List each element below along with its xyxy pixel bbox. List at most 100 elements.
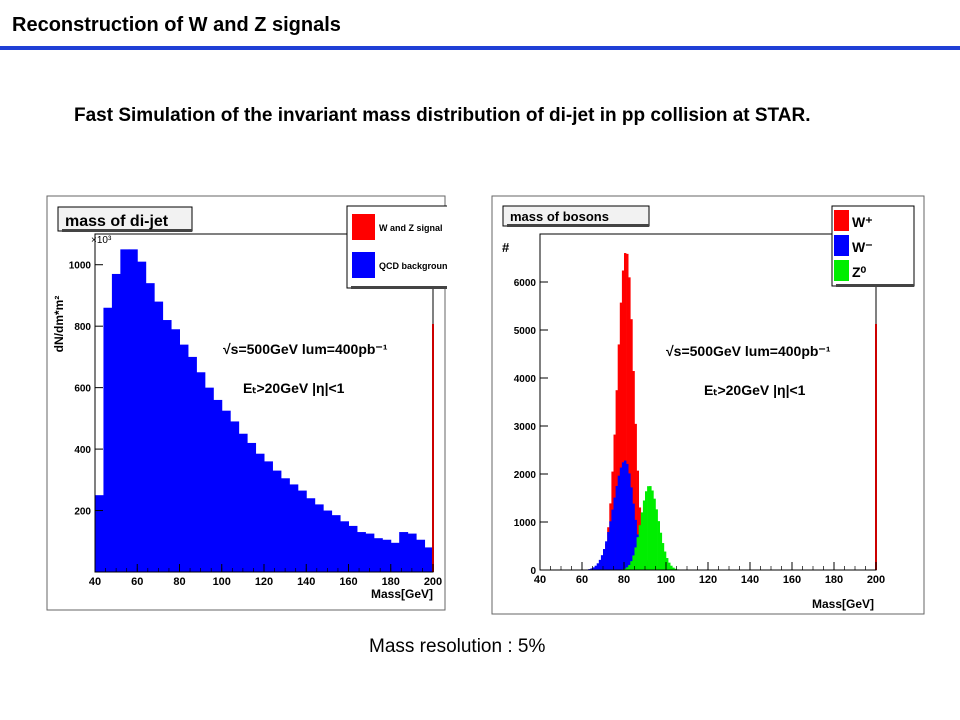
bar-qcd (399, 532, 409, 572)
bar-wminus (615, 485, 618, 570)
bar-qcd (306, 498, 316, 572)
bar-qcd (247, 442, 257, 572)
bar-wplus (624, 253, 627, 571)
x-tick-label: 160 (339, 576, 357, 588)
annotation-cuts: Eₜ>20GeV |η|<1 (243, 380, 345, 396)
bar-qcd (230, 421, 240, 572)
y-multiplier: ×10³ (91, 235, 112, 246)
bar-wminus (630, 487, 633, 570)
annotation-energy: √s=500GeV lum=400pb⁻¹ (223, 341, 388, 357)
x-tick-label: 180 (382, 576, 400, 588)
bar-wminus (619, 467, 623, 570)
annotation-energy: √s=500GeV lum=400pb⁻¹ (666, 343, 831, 359)
legend-swatch-qcd (352, 252, 375, 278)
bar-qcd (264, 461, 273, 572)
x-tick-label: 40 (89, 576, 101, 588)
y-tick-label: 5000 (514, 326, 537, 337)
bar-wminus (628, 473, 631, 570)
bar-qcd (103, 307, 113, 572)
legend-label-qcd: QCD background (379, 261, 447, 271)
chart-title: mass of di-jet (65, 213, 169, 230)
legend-swatch-z0 (834, 260, 849, 281)
annotation-cuts: Eₜ>20GeV |η|<1 (704, 382, 806, 398)
bar-qcd (424, 547, 434, 572)
mass-resolution-note: Mass resolution : 5% (369, 636, 546, 657)
x-tick-label: 60 (131, 576, 143, 588)
bar-wplus (621, 270, 625, 570)
x-tick-label: 140 (297, 576, 315, 588)
bar-qcd (416, 539, 426, 572)
y-axis-label: dN/dm*m² (52, 296, 66, 353)
x-tick-label: 200 (424, 576, 442, 588)
title-rule (0, 46, 960, 50)
bar-qcd (407, 533, 417, 572)
bar-z0 (638, 525, 642, 570)
bar-z0 (630, 561, 633, 570)
bar-wminus (607, 532, 610, 570)
bar-wminus (598, 559, 602, 570)
x-tick-label: 80 (618, 574, 630, 586)
bar-z0 (645, 491, 648, 570)
y-tick-label: 800 (74, 322, 91, 333)
bar-qcd (128, 249, 138, 572)
bar-qcd (221, 410, 231, 572)
dijet-mass-chart: mass of di-jet ×10³ dN/dm*m² 40 60 80 100 12… (45, 194, 473, 617)
bar-z0 (663, 551, 667, 570)
bar-z0 (642, 500, 646, 570)
bar-qcd (373, 538, 383, 572)
bar-wminus (626, 463, 629, 570)
bar-wminus (605, 541, 608, 570)
bar-qcd (120, 249, 130, 572)
bar-z0 (672, 567, 675, 570)
bar-z0 (666, 558, 669, 570)
bar-wminus (596, 563, 600, 570)
bar-z0 (653, 498, 656, 570)
y-tick-label: 600 (74, 384, 91, 395)
bar-wplus (632, 371, 635, 570)
bar-z0 (636, 537, 639, 570)
bar-z0 (647, 486, 650, 570)
y-tick-label: 6000 (514, 278, 537, 289)
x-axis-label: Mass[GeV] (371, 587, 433, 601)
bar-qcd (289, 484, 299, 572)
bar-qcd (154, 301, 164, 572)
bar-wminus (611, 509, 614, 570)
bar-z0 (670, 565, 673, 570)
bar-qcd (390, 542, 400, 572)
bar-qcd (171, 329, 180, 572)
bar-wplus (630, 319, 633, 570)
x-tick-label: 120 (255, 576, 273, 588)
bar-z0 (628, 564, 631, 570)
bar-wplus (619, 302, 623, 570)
bar-z0 (661, 543, 665, 570)
bar-wminus (617, 475, 621, 570)
bar-wplus (626, 253, 629, 571)
bar-qcd (111, 273, 121, 572)
legend-label-wplus: W⁺ (852, 214, 873, 230)
bar-z0 (626, 567, 629, 570)
bar-z0 (651, 490, 654, 570)
bar-z0 (649, 486, 652, 570)
bar-qcd (382, 539, 392, 572)
bar-qcd (204, 387, 214, 572)
x-tick-label: 120 (699, 574, 717, 586)
bar-qcd (95, 495, 104, 572)
bars-group (584, 253, 877, 571)
bar-wminus (603, 549, 606, 570)
x-tick-label: 100 (213, 576, 231, 588)
legend-label-wminus: W⁻ (852, 239, 873, 255)
x-tick-label: 100 (657, 574, 675, 586)
bar-z0 (657, 521, 660, 570)
bar-qcd (145, 283, 155, 572)
bar-qcd (187, 356, 197, 572)
bar-wminus (624, 460, 627, 570)
y-tick-label: 2000 (514, 470, 537, 481)
chart-title: mass of bosons (510, 209, 609, 224)
boson-mass-chart: mass of bosons # 40 60 80 100 120 140 160 180 20… (490, 194, 926, 621)
y-tick-label: 3000 (514, 422, 537, 433)
slide-title: Reconstruction of W and Z signals (12, 14, 341, 36)
bar-wminus (600, 555, 604, 570)
bar-wminus (594, 565, 597, 570)
y-tick-label: 200 (74, 507, 91, 518)
bar-qcd (340, 521, 349, 572)
